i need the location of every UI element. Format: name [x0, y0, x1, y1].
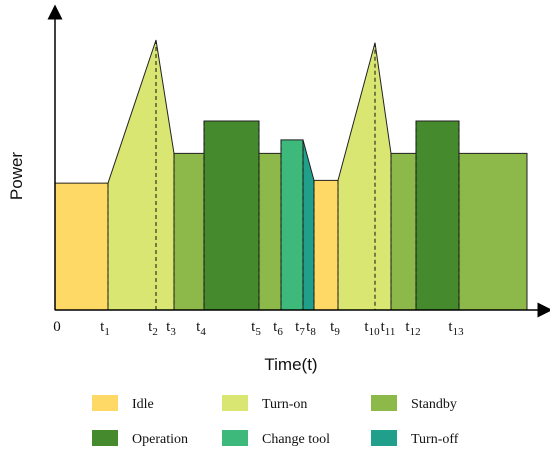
tick-label-t9: t9: [330, 319, 340, 338]
tick-label-t11: t11: [381, 319, 396, 338]
legend: Idle Turn-on Standby Operation Change tool Tu…: [92, 395, 459, 447]
tick-label-t1: t1: [100, 319, 110, 338]
y-axis-title: Power: [7, 152, 26, 201]
tick-label-t13: t13: [448, 319, 464, 338]
legend-label-turn-on: Turn-on: [262, 397, 307, 412]
phase-turn-off-7: [302, 139, 315, 311]
legend-label-turn-off: Turn-off: [411, 432, 459, 447]
phase-areas: [54, 39, 528, 311]
phase-standby-5: [258, 152, 282, 311]
legend-item-operation: Operation: [92, 430, 188, 447]
tick-label-t5: t5: [251, 319, 261, 338]
phase-operation-4: [203, 120, 260, 311]
tick-label-t10: t10: [364, 319, 380, 338]
phase-standby-3: [173, 152, 205, 311]
tick-label-t12: t12: [405, 319, 420, 338]
legend-swatch-turn-on: [222, 395, 248, 411]
legend-swatch-operation: [92, 430, 118, 446]
legend-label-operation: Operation: [132, 432, 188, 447]
phase-standby-10: [390, 152, 417, 311]
tick-label-t8: t8: [306, 319, 316, 338]
phase-idle-8: [313, 179, 339, 311]
legend-swatch-change-tool: [222, 430, 248, 446]
legend-item-turn-on: Turn-on: [222, 395, 307, 412]
legend-swatch-turn-off: [371, 430, 397, 446]
phase-change-tool-6: [280, 139, 304, 311]
x-tick-labels: t1 t2 t3 t4 t5 t6 t7 t8 t9 t10 t11 t12 t13: [100, 319, 464, 338]
phase-turn-on-9: [337, 42, 392, 311]
axes: [47, 4, 550, 318]
legend-label-standby: Standby: [411, 397, 457, 412]
legend-label-idle: Idle: [132, 397, 154, 412]
phase-turn-on-2: [107, 39, 175, 311]
tick-label-t7: t7: [295, 319, 305, 338]
legend-swatch-idle: [92, 395, 118, 411]
tick-label-t4: t4: [196, 319, 206, 338]
tick-label-t2: t2: [148, 319, 158, 338]
phase-standby-12: [458, 152, 528, 311]
phase-idle-1: [54, 182, 109, 311]
tick-label-t6: t6: [273, 319, 283, 338]
legend-item-turn-off: Turn-off: [371, 430, 459, 447]
origin-label: 0: [53, 319, 61, 335]
tick-label-t3: t3: [166, 319, 176, 338]
phase-operation-11: [415, 120, 460, 311]
dashed-time-markers: [107, 40, 460, 310]
legend-item-standby: Standby: [371, 395, 457, 412]
x-axis-title: Time(t): [264, 355, 317, 374]
legend-item-change-tool: Change tool: [222, 430, 330, 447]
legend-item-idle: Idle: [92, 395, 154, 412]
legend-label-change-tool: Change tool: [262, 432, 330, 447]
legend-swatch-standby: [371, 395, 397, 411]
